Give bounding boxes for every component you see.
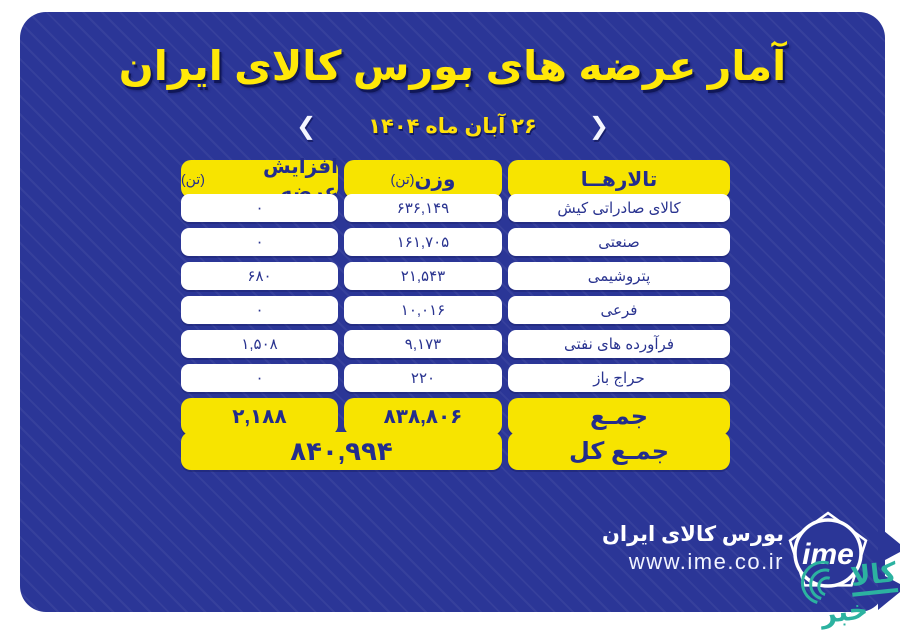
brand-block: بورس کالای ایران www.ime.co.ir	[602, 522, 784, 575]
increase-cell: ۰	[181, 364, 338, 392]
column-header-label: وزن	[414, 168, 456, 191]
edge-notch-decoration	[870, 526, 900, 610]
weight-cell: ۶۳۶,۱۴۹	[344, 194, 502, 222]
total-weight: ۸۳۸,۸۰۶	[344, 398, 502, 435]
watermark-line2: خبر	[819, 594, 870, 630]
weight-cell: ۲۱,۵۴۳	[344, 262, 502, 290]
chevron-right-icon: ❮	[588, 112, 609, 140]
supply-table: تالارهــا وزن (تن) افزایش عرضه (تن) کالای …	[181, 156, 730, 470]
kalakhabar-watermark: کالا خبر	[793, 547, 900, 631]
hall-cell: فرعی	[508, 296, 730, 324]
date-text: ۲۶ آبان ماه ۱۴۰۴	[368, 115, 537, 138]
grand-total-label: جمـع کل	[508, 432, 730, 470]
hall-cell: کالای صادراتی کیش	[508, 194, 730, 222]
brand-name: بورس کالای ایران	[601, 523, 784, 546]
column-header-label: تالارهــا	[580, 168, 658, 191]
page-title: آمار عرضه های بورس کالای ایران	[118, 43, 787, 89]
column-header-increase: افزایش عرضه (تن)	[181, 156, 338, 203]
brand-website: www.ime.co.ir	[628, 549, 784, 574]
increase-cell: ۰	[181, 194, 338, 222]
hall-cell: صنعتی	[508, 228, 730, 256]
column-header-weight: وزن (تن)	[344, 160, 502, 198]
watermark-line1: کالا	[849, 557, 899, 597]
hall-cell: فرآورده های نفتی	[508, 330, 730, 358]
weight-cell: ۹,۱۷۳	[344, 330, 502, 358]
ime-logo-icon: ime	[788, 511, 868, 588]
grand-total-value: ۸۴۰,۹۹۴	[181, 432, 502, 470]
chevron-left-icon: ❯	[296, 112, 317, 140]
date-row: ❮ ۲۶ آبان ماه ۱۴۰۴ ❯	[20, 114, 885, 139]
increase-cell: ۱,۵۰۸	[181, 330, 338, 358]
increase-cell: ۰	[181, 228, 338, 256]
column-header-halls: تالارهــا	[508, 160, 730, 198]
ime-logo-text: ime	[802, 538, 854, 571]
column-header-unit: (تن)	[390, 170, 415, 187]
total-increase: ۲,۱۸۸	[181, 398, 338, 435]
hall-cell: حراج باز	[508, 364, 730, 392]
weight-cell: ۱۰,۰۱۶	[344, 296, 502, 324]
hall-cell: پتروشیمی	[508, 262, 730, 290]
increase-cell: ۶۸۰	[181, 262, 338, 290]
column-header-unit: (تن)	[181, 170, 205, 187]
weight-cell: ۲۲۰	[344, 364, 502, 392]
increase-cell: ۰	[181, 296, 338, 324]
weight-cell: ۱۶۱,۷۰۵	[344, 228, 502, 256]
total-label: جمـع	[508, 398, 730, 435]
